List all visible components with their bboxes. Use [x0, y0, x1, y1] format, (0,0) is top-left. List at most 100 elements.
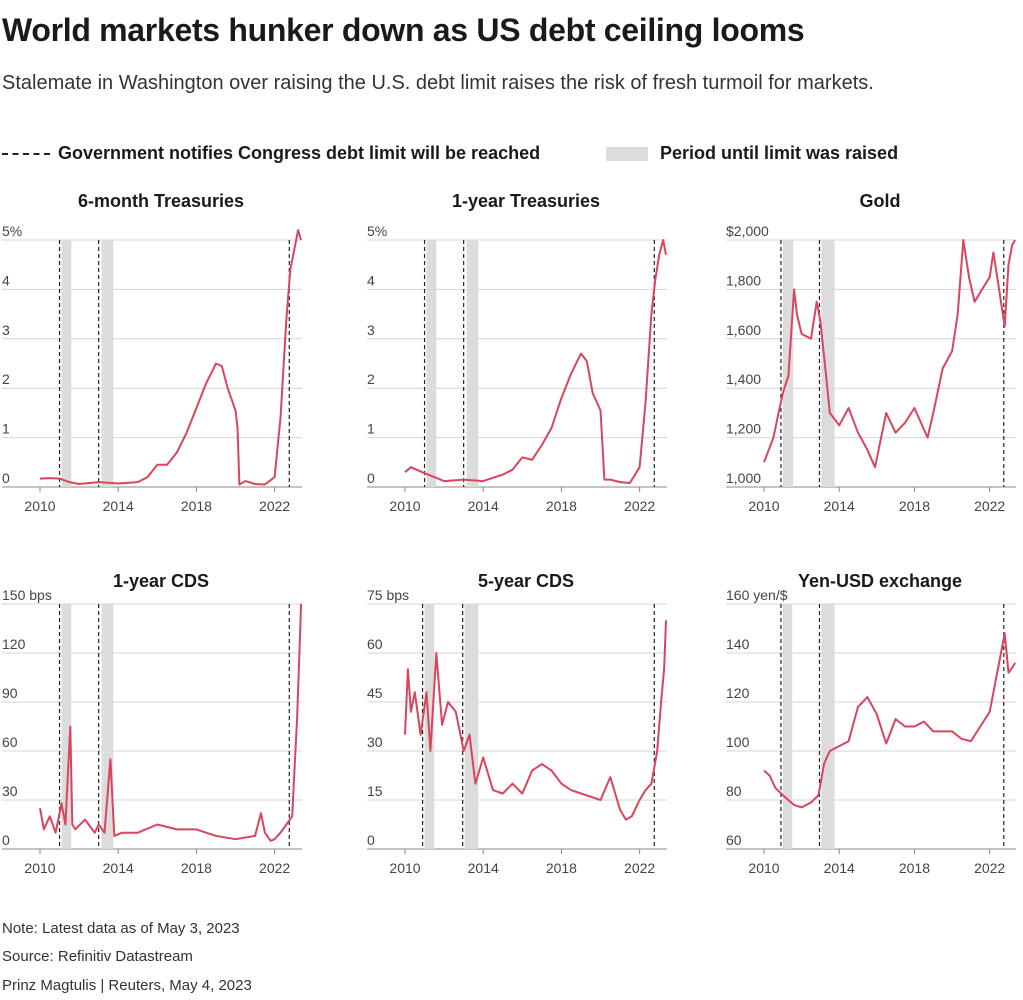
y-tick-label: 30 [367, 734, 383, 750]
x-tick-label: 2010 [24, 498, 55, 514]
panel-title: 1-year CDS [113, 571, 209, 591]
series-line [404, 239, 667, 484]
y-tick-label: 1 [2, 421, 10, 437]
shaded-period [821, 240, 835, 487]
series-line [39, 603, 302, 842]
y-tick-label: 90 [2, 685, 18, 701]
series-line [39, 229, 302, 486]
y-tick-label: 30 [2, 783, 18, 799]
x-tick-label: 2018 [546, 860, 577, 876]
shaded-period [466, 240, 479, 487]
y-tick-label: 1,400 [726, 371, 761, 387]
footer-credit: Prinz Magtulis | Reuters, May 4, 2023 [2, 977, 252, 994]
x-tick-label: 2018 [899, 860, 930, 876]
x-tick-label: 2022 [624, 498, 655, 514]
x-tick-label: 2018 [181, 860, 212, 876]
chart-panel-6: Yen-USD exchange 60 80 100 120 140 160 yen/$ 20… [726, 571, 1016, 876]
y-tick-label: $2,000 [726, 223, 769, 239]
shaded-period [782, 604, 793, 849]
x-tick-label: 2014 [103, 860, 134, 876]
chart-title: World markets hunker down as US debt cei… [2, 12, 805, 48]
x-tick-label: 2010 [389, 860, 420, 876]
y-tick-label: 4 [2, 272, 10, 288]
shaded-period [464, 604, 479, 849]
series-line [404, 620, 667, 821]
footer-note: Note: Latest data as of May 3, 2023 [2, 920, 240, 937]
y-tick-label: 1,800 [726, 272, 761, 288]
dashed-line-icon [2, 152, 50, 155]
x-tick-label: 2014 [468, 860, 499, 876]
legend-item-period: Period until limit was raised [606, 143, 898, 164]
y-tick-label: 3 [367, 322, 375, 338]
y-tick-label: 0 [367, 470, 375, 486]
footer-source: Source: Refinitiv Datastream [2, 948, 193, 965]
y-tick-label: 150 bps [2, 587, 52, 603]
y-tick-label: 100 [726, 734, 750, 750]
x-tick-label: 2014 [824, 860, 855, 876]
y-tick-label: 160 yen/$ [726, 587, 788, 603]
x-tick-label: 2022 [259, 860, 290, 876]
y-tick-label: 0 [2, 832, 10, 848]
y-tick-label: 5% [2, 223, 22, 239]
y-tick-label: 2 [367, 371, 375, 387]
y-tick-label: 1,600 [726, 322, 761, 338]
chart-panel-4: 1-year CDS 0 30 60 90 120 150 bps 2010 2014 2018 2… [2, 571, 302, 876]
y-tick-label: 120 [2, 636, 26, 652]
y-tick-label: 2 [2, 371, 10, 387]
chart-panel-1: 6-month Treasuries 0 1 2 3 4 5% 2010 2014 2018 202… [2, 191, 302, 514]
legend-period-label: Period until limit was raised [660, 143, 899, 163]
shaded-swatch-icon [606, 146, 648, 161]
series-line [763, 632, 1016, 809]
x-tick-label: 2014 [824, 498, 855, 514]
x-tick-label: 2010 [389, 498, 420, 514]
x-tick-label: 2018 [546, 498, 577, 514]
panel-title: 5-year CDS [478, 571, 574, 591]
panel-title: Yen-USD exchange [798, 571, 962, 591]
y-tick-label: 60 [2, 734, 18, 750]
y-tick-label: 4 [367, 272, 375, 288]
panel-title: 6-month Treasuries [78, 191, 244, 211]
y-tick-label: 0 [2, 470, 10, 486]
x-tick-label: 2018 [899, 498, 930, 514]
legend-notify-label: Government notifies Congress debt limit … [58, 143, 541, 163]
x-tick-label: 2014 [468, 498, 499, 514]
y-tick-label: 3 [2, 322, 10, 338]
shaded-period [61, 240, 72, 487]
y-tick-label: 5% [367, 223, 387, 239]
x-tick-label: 2022 [624, 860, 655, 876]
x-tick-label: 2010 [748, 498, 779, 514]
chart-subtitle: Stalemate in Washington over raising the… [2, 72, 874, 94]
panel-title: 1-year Treasuries [452, 191, 600, 211]
series-line [763, 239, 1016, 469]
shaded-period [426, 240, 437, 487]
panel-title: Gold [860, 191, 901, 211]
x-tick-label: 2022 [259, 498, 290, 514]
y-tick-label: 1 [367, 421, 375, 437]
y-tick-label: 75 bps [367, 587, 409, 603]
shaded-period [101, 604, 114, 849]
x-tick-label: 2018 [181, 498, 212, 514]
y-tick-label: 60 [726, 832, 742, 848]
shaded-period [101, 240, 114, 487]
y-tick-label: 1,000 [726, 470, 761, 486]
x-tick-label: 2010 [24, 860, 55, 876]
shaded-period [821, 604, 835, 849]
y-tick-label: 15 [367, 783, 383, 799]
shaded-period [782, 240, 794, 487]
y-tick-label: 60 [367, 636, 383, 652]
chart-panel-3: Gold 1,000 1,200 1,400 1,600 1,800 $2,000 2010 2… [726, 191, 1016, 514]
y-tick-label: 140 [726, 636, 750, 652]
x-tick-label: 2010 [748, 860, 779, 876]
y-tick-label: 80 [726, 783, 742, 799]
legend-item-notify: Government notifies Congress debt limit … [2, 143, 540, 164]
y-tick-label: 1,200 [726, 421, 761, 437]
y-tick-label: 0 [367, 832, 375, 848]
chart-panel-5: 5-year CDS 0 15 30 45 60 75 bps 2010 2014 2018 202… [367, 571, 667, 876]
shaded-period [61, 604, 72, 849]
chart-panel-2: 1-year Treasuries 0 1 2 3 4 5% 2010 2014 2018 2022 [367, 191, 667, 514]
y-tick-label: 120 [726, 685, 750, 701]
x-tick-label: 2022 [974, 498, 1005, 514]
x-tick-label: 2014 [103, 498, 134, 514]
x-tick-label: 2022 [974, 860, 1005, 876]
